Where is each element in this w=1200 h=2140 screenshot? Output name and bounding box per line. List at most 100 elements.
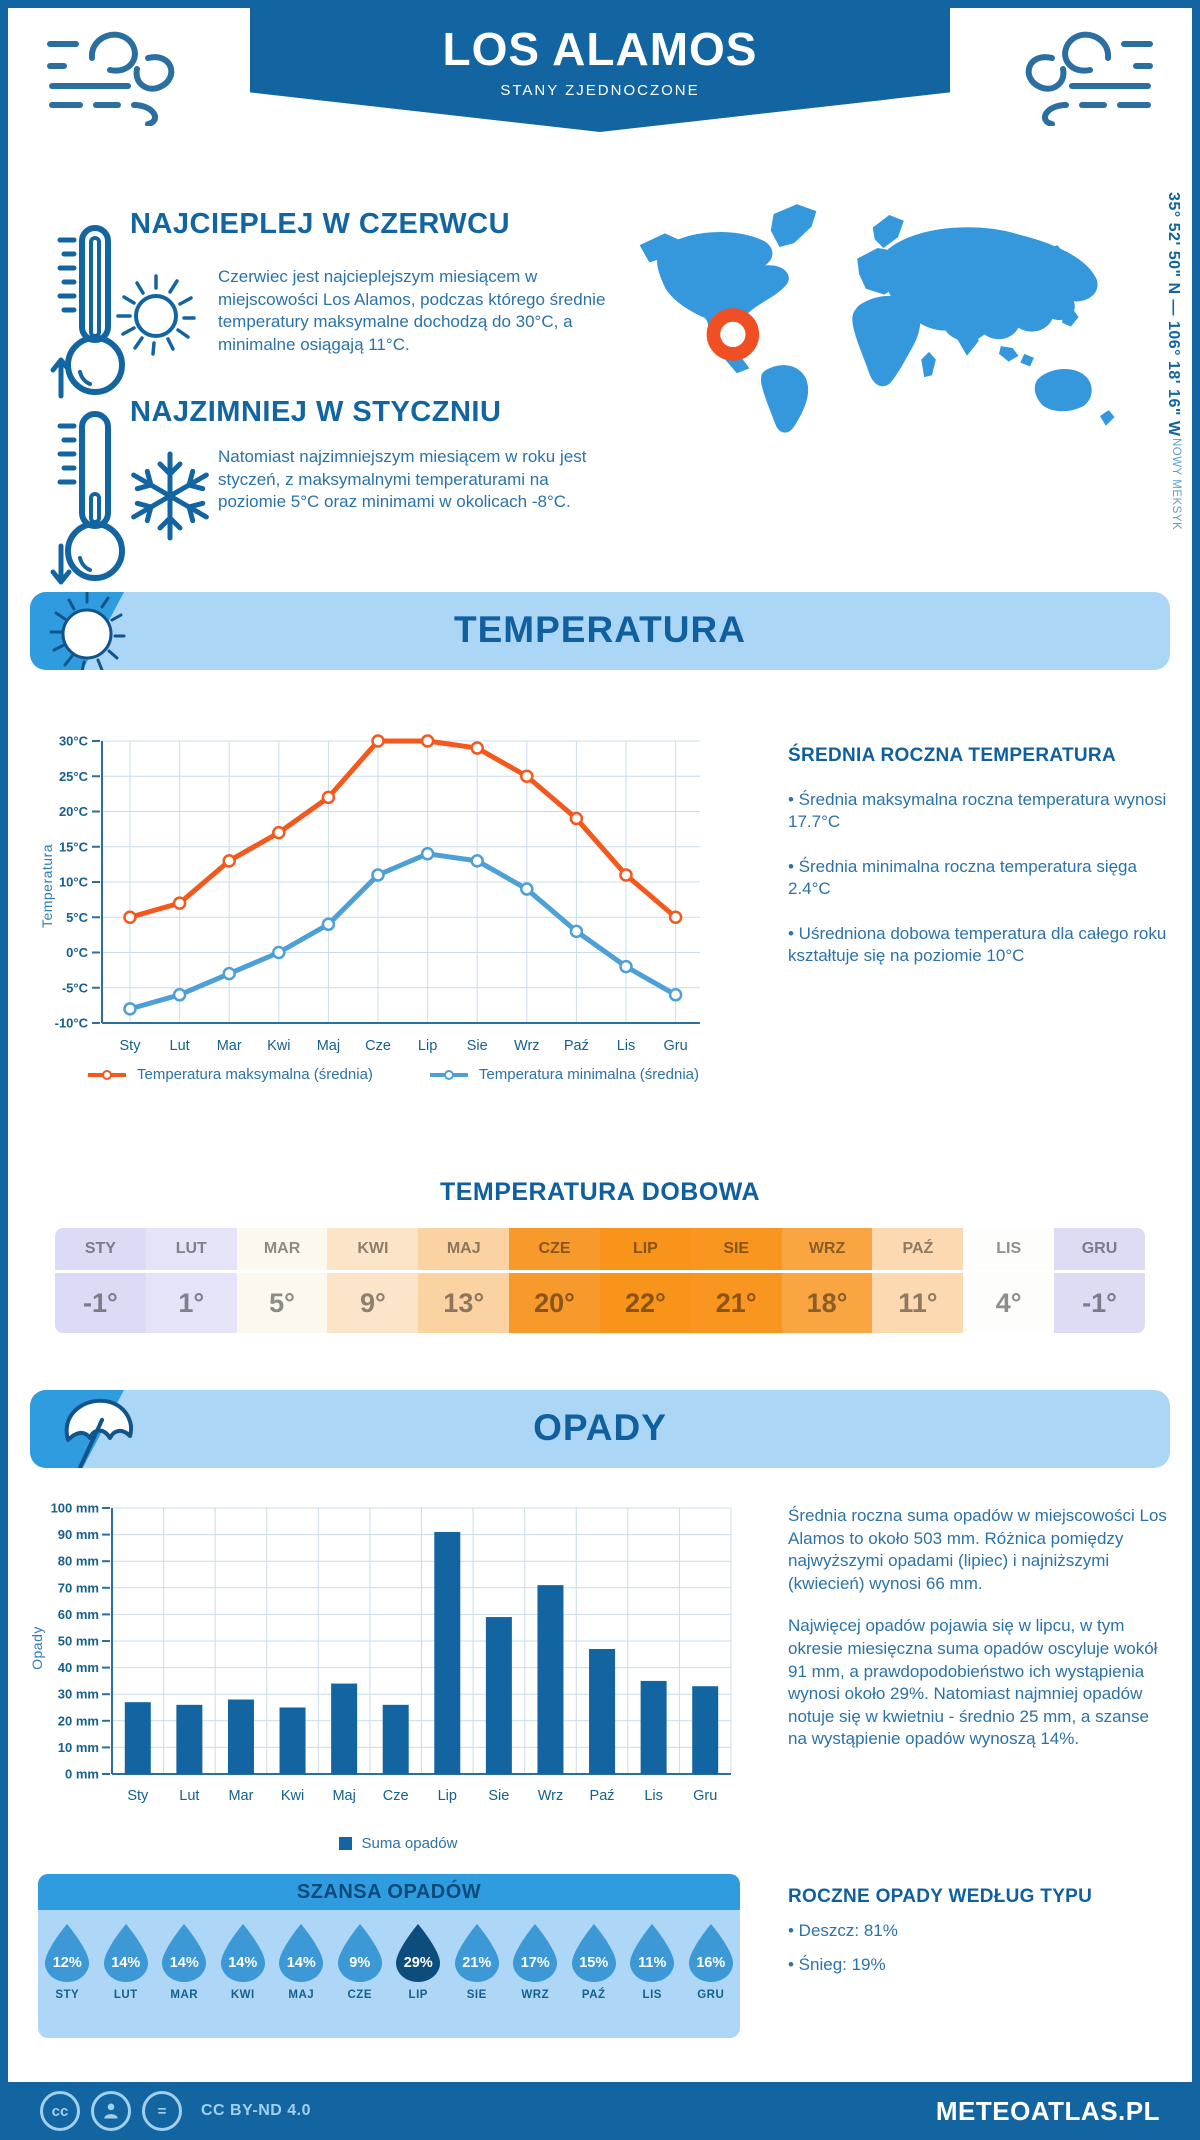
chance-cell: 14% KWI bbox=[214, 1910, 273, 2038]
x-tick-label: Paź bbox=[564, 1038, 589, 1054]
y-tick-label: 20°C bbox=[59, 804, 89, 819]
coordinates-label: 35° 52' 50" N — 106° 18' 16" W bbox=[1165, 192, 1182, 437]
wind-icon bbox=[47, 31, 175, 126]
legend-label: Temperatura minimalna (średnia) bbox=[478, 1066, 699, 1083]
precip-bar bbox=[176, 1704, 203, 1774]
month-header: MAR bbox=[236, 1228, 328, 1273]
no-derivatives-icon: = bbox=[142, 2091, 182, 2131]
x-tick-label: Sie bbox=[488, 1788, 509, 1804]
wind-icon bbox=[1025, 31, 1153, 126]
month-header: STY bbox=[55, 1228, 146, 1273]
daily-temp-cell: KWI 9° bbox=[327, 1228, 419, 1333]
chance-month: LIP bbox=[408, 1989, 428, 2001]
precip-bar bbox=[434, 1531, 461, 1774]
x-tick-label: Mar bbox=[228, 1788, 253, 1804]
chance-cell: 11% LIS bbox=[623, 1910, 682, 2038]
chance-cell: 12% STY bbox=[38, 1910, 97, 2038]
chance-cell: 16% GRU bbox=[682, 1910, 741, 2038]
daily-temp-cell: MAR 5° bbox=[236, 1228, 328, 1333]
y-tick-label: 30°C bbox=[59, 734, 89, 749]
precip-bar bbox=[279, 1707, 306, 1774]
droplet-icon: 16% bbox=[688, 1924, 733, 1982]
cold-section-text: Natomiast najzimniejszym miesiącem w rok… bbox=[218, 447, 587, 512]
precip-bar bbox=[640, 1680, 667, 1774]
chance-month: LUT bbox=[113, 1989, 138, 2001]
x-tick-label: Gru bbox=[693, 1788, 717, 1804]
month-header: LUT bbox=[145, 1228, 237, 1273]
y-tick-label: 100 mm bbox=[51, 1501, 99, 1516]
precip-bar bbox=[537, 1585, 564, 1774]
x-tick-label: Sty bbox=[120, 1038, 142, 1054]
month-header: MAJ bbox=[418, 1228, 510, 1273]
month-header: GRU bbox=[1054, 1228, 1145, 1273]
temp-value: 11° bbox=[872, 1273, 964, 1333]
x-tick-label: Lip bbox=[438, 1788, 457, 1804]
daily-temp-cell: WRZ 18° bbox=[781, 1228, 873, 1333]
x-tick-label: Sty bbox=[127, 1788, 149, 1804]
data-point-marker bbox=[520, 882, 534, 896]
temp-value: 13° bbox=[418, 1273, 510, 1333]
legend-swatch bbox=[338, 1837, 352, 1850]
chance-month: WRZ bbox=[521, 1989, 550, 2001]
data-point-marker bbox=[420, 734, 435, 748]
snowflake-icon bbox=[131, 451, 209, 541]
data-point-marker bbox=[470, 741, 484, 755]
warm-thermometer-icon bbox=[50, 225, 125, 399]
annual-temp-heading: ŚREDNIA ROCZNA TEMPERATURA bbox=[788, 745, 1116, 766]
data-point-marker bbox=[371, 868, 385, 882]
chance-month: KWI bbox=[230, 1989, 255, 2001]
chance-value: 29% bbox=[403, 1955, 433, 1971]
temperature-banner: TEMPERATURA bbox=[30, 592, 1170, 670]
x-tick-label: Wrz bbox=[514, 1038, 540, 1054]
daily-temp-cell: PAŹ 11° bbox=[872, 1228, 964, 1333]
daily-temp-cell: CZE 20° bbox=[509, 1228, 600, 1333]
banner-sun-icon bbox=[49, 592, 126, 670]
license-group: cc = CC BY-ND 4.0 bbox=[40, 2091, 311, 2131]
location-marker bbox=[706, 308, 760, 361]
droplet-icon: 14% bbox=[220, 1924, 265, 1982]
precip-paragraph: Najwięcej opadów pojawia się w lipcu, w … bbox=[788, 1616, 1158, 1749]
daily-temp-title: TEMPERATURA DOBOWA bbox=[439, 1178, 761, 1206]
precipitation-banner: OPADY bbox=[30, 1390, 1170, 1468]
data-point-marker bbox=[520, 769, 534, 783]
data-point-marker bbox=[470, 854, 484, 868]
data-point-marker bbox=[321, 917, 336, 932]
cc-icon: cc bbox=[40, 2091, 80, 2131]
bar-chart-legend: Suma opadów bbox=[48, 1835, 748, 1852]
precip-bar bbox=[331, 1683, 358, 1774]
droplet-icon: 15% bbox=[571, 1924, 616, 1982]
chance-month: MAR bbox=[170, 1989, 199, 2001]
droplet-icon: 21% bbox=[454, 1924, 499, 1982]
x-tick-label: Lip bbox=[418, 1038, 437, 1054]
month-header: LIP bbox=[599, 1228, 691, 1273]
x-tick-label: Gru bbox=[664, 1038, 688, 1054]
x-tick-label: Sie bbox=[467, 1038, 488, 1054]
month-header: LIS bbox=[963, 1228, 1055, 1273]
data-point-marker bbox=[619, 959, 633, 974]
header-banner: LOS ALAMOS STANY ZJEDNOCZONE bbox=[250, 0, 950, 132]
precipitation-text-block: Średnia roczna suma opadów w miejscowośc… bbox=[788, 1505, 1172, 1771]
droplet-icon: 9% bbox=[337, 1924, 382, 1982]
temp-value: 5° bbox=[236, 1273, 328, 1333]
precip-bar bbox=[692, 1686, 719, 1774]
daily-temp-cell: SIE 21° bbox=[690, 1228, 782, 1333]
temp-value: 18° bbox=[781, 1273, 873, 1333]
chance-month: LIS bbox=[642, 1989, 662, 2001]
temperature-banner-title: TEMPERATURA bbox=[454, 609, 746, 650]
chance-value: 15% bbox=[579, 1955, 609, 1971]
precipitation-bar-chart: 0 mm 10 mm 20 mm 30 mm 40 mm 50 mm 60 mm 70 mm 8… bbox=[48, 1492, 748, 1832]
line-chart-legend: Temperatura maksymalna (średnia) Temperat… bbox=[48, 1066, 738, 1083]
chance-month: MAJ bbox=[288, 1989, 315, 2001]
data-point-marker bbox=[172, 988, 187, 1002]
legend-item: Temperatura minimalna (średnia) bbox=[429, 1066, 699, 1083]
page-title: LOS ALAMOS bbox=[442, 23, 758, 75]
x-tick-label: Maj bbox=[332, 1788, 355, 1804]
temp-value: 4° bbox=[963, 1273, 1055, 1333]
chance-value: 14% bbox=[111, 1955, 141, 1971]
month-header: WRZ bbox=[781, 1228, 873, 1273]
data-point-marker bbox=[123, 910, 137, 924]
sun-icon bbox=[116, 274, 196, 356]
droplet-icon: 14% bbox=[279, 1924, 324, 1982]
droplet-icon: 12% bbox=[45, 1924, 90, 1982]
chance-cell: 15% PAŹ bbox=[565, 1910, 624, 2038]
